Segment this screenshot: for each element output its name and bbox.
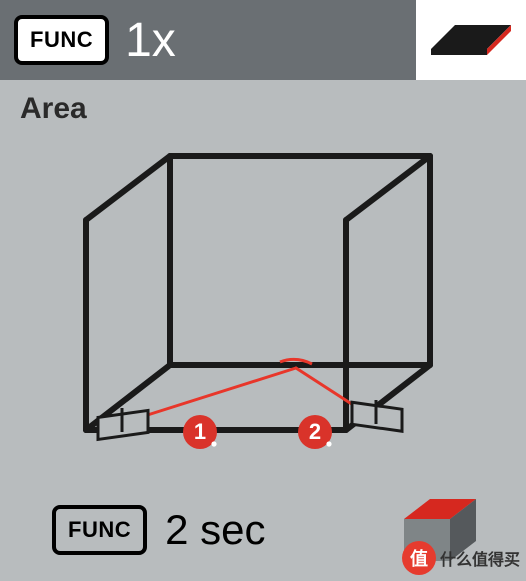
press-count: 1x [125,13,176,68]
func-button-bottom: FUNC [52,505,147,555]
svg-text:1: 1 [194,419,206,444]
func-button-top: FUNC [14,15,109,65]
area-mode-icon-box [416,0,526,80]
device-right [352,400,402,431]
step-badge-2: 2 [298,415,332,449]
main-panel: Area [0,80,526,581]
watermark: 值 什么值得买 [402,541,520,575]
header-bar: FUNC 1x [0,0,526,80]
step-badge-1: 1 [183,415,217,449]
room-diagram: 1 2 [80,150,440,480]
mode-title: Area [20,92,87,126]
hold-duration: 2 sec [165,506,265,554]
watermark-badge: 值 [402,541,436,575]
area-plane-icon [427,15,515,65]
svg-text:2: 2 [309,419,321,444]
watermark-text: 什么值得买 [440,546,520,570]
